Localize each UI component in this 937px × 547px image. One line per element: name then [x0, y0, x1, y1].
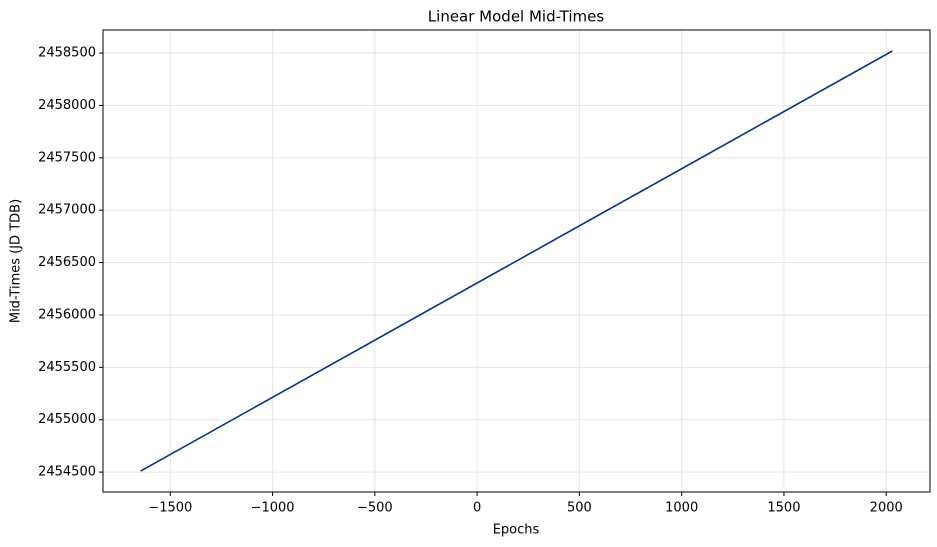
- x-tick-label: −500: [357, 501, 393, 516]
- x-tick-label: −1500: [148, 501, 192, 516]
- y-tick-label: 2455500: [38, 360, 96, 375]
- x-tick-label: 500: [567, 501, 592, 516]
- y-tick-label: 2456500: [38, 255, 96, 270]
- y-tick-label: 2458000: [38, 98, 96, 113]
- x-tick-label: 0: [473, 501, 481, 516]
- x-axis-label: Epochs: [493, 523, 540, 538]
- data-line: [140, 50, 893, 472]
- y-tick-label: 2456000: [38, 307, 96, 322]
- y-axis-label: Mid-Times (JD TDB): [9, 199, 24, 323]
- y-tick-label: 2458500: [38, 46, 96, 61]
- y-tick-label: 2457000: [38, 203, 96, 218]
- y-tick-label: 2454500: [38, 465, 96, 480]
- x-tick-label: 1000: [665, 501, 698, 516]
- x-tick-label: 2000: [870, 501, 903, 516]
- plot-frame: [102, 29, 931, 493]
- y-tick-label: 2457500: [38, 150, 96, 165]
- x-tick-label: 1500: [767, 501, 800, 516]
- chart-title: Linear Model Mid-Times: [428, 8, 605, 26]
- y-tick-label: 2455000: [38, 412, 96, 427]
- x-tick-label: −1000: [251, 501, 295, 516]
